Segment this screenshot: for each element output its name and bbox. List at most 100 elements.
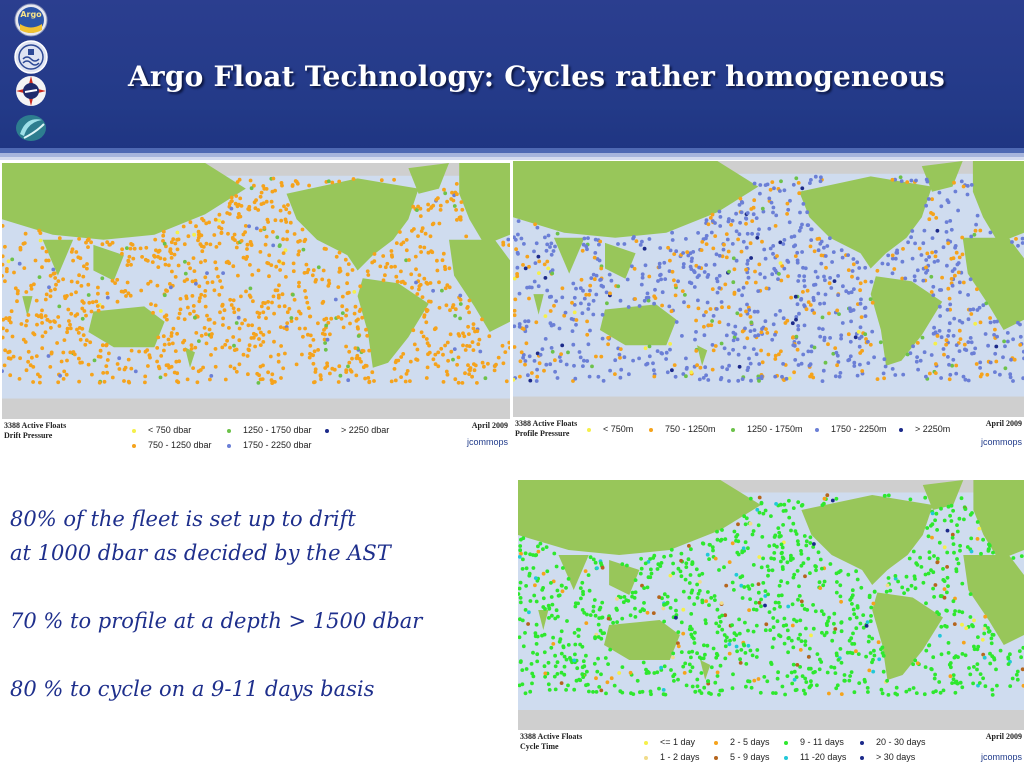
antarctica: [2, 398, 510, 419]
float-marker: [711, 314, 716, 318]
float-marker: [812, 311, 817, 315]
float-marker: [659, 277, 663, 282]
float-marker: [762, 247, 767, 252]
float-marker: [1011, 556, 1016, 560]
float-marker: [968, 307, 973, 312]
float-marker: [563, 310, 568, 315]
float-marker: [270, 189, 275, 194]
float-marker: [755, 507, 760, 512]
float-marker: [748, 361, 753, 366]
float-marker: [930, 250, 934, 255]
float-marker: [942, 545, 947, 550]
float-marker: [779, 179, 783, 184]
float-marker: [520, 682, 525, 687]
float-marker: [414, 280, 418, 285]
float-marker: [792, 617, 796, 622]
land-south-america: [357, 278, 429, 368]
float-marker: [292, 232, 297, 236]
float-marker: [669, 547, 674, 552]
float-marker: [903, 276, 908, 281]
float-marker: [273, 380, 277, 384]
float-marker: [723, 644, 728, 649]
float-marker: [690, 635, 695, 639]
float-marker: [839, 629, 844, 634]
float-marker: [1015, 669, 1020, 674]
float-marker: [277, 304, 282, 309]
float-marker: [938, 633, 942, 638]
float-marker: [192, 309, 196, 314]
float-marker: [839, 336, 843, 341]
float-marker: [823, 360, 828, 365]
float-marker: [972, 644, 976, 649]
float-marker: [600, 600, 605, 605]
float-marker: [738, 220, 742, 225]
float-marker: [938, 314, 942, 318]
float-marker: [1018, 343, 1023, 347]
float-marker: [911, 662, 915, 667]
float-marker: [848, 598, 853, 602]
float-marker: [652, 671, 657, 675]
float-marker: [517, 324, 522, 329]
float-marker: [232, 310, 237, 315]
float-marker: [424, 337, 429, 341]
float-marker: [802, 278, 806, 283]
float-marker: [816, 248, 821, 253]
float-marker: [942, 518, 947, 523]
float-marker: [803, 266, 808, 271]
float-marker: [946, 286, 951, 291]
float-marker: [61, 350, 66, 355]
float-marker: [905, 180, 910, 184]
float-marker: [795, 663, 800, 667]
float-marker: [120, 247, 124, 252]
float-marker: [660, 351, 664, 356]
float-marker: [203, 275, 208, 280]
float-marker: [941, 688, 946, 693]
float-marker: [18, 356, 22, 361]
float-marker: [277, 244, 282, 248]
float-marker: [886, 693, 891, 697]
float-marker: [848, 616, 852, 621]
float-marker: [753, 269, 757, 274]
float-marker: [668, 347, 672, 352]
float-marker: [852, 360, 857, 365]
float-marker: [615, 620, 619, 624]
float-marker: [682, 671, 687, 675]
float-marker: [832, 630, 837, 635]
float-marker: [318, 373, 323, 378]
float-marker: [408, 379, 412, 383]
float-marker: [204, 341, 209, 346]
float-marker: [785, 580, 790, 585]
float-marker: [101, 371, 106, 375]
float-marker: [918, 555, 922, 560]
float-marker: [821, 612, 826, 617]
float-marker: [699, 671, 704, 675]
float-marker: [415, 208, 419, 212]
float-marker: [808, 374, 812, 379]
float-marker: [76, 255, 81, 260]
float-marker: [946, 584, 950, 588]
float-marker: [828, 336, 832, 340]
float-marker: [588, 613, 593, 617]
land-se-asia: [609, 560, 640, 595]
float-marker: [104, 342, 109, 347]
float-marker: [622, 355, 627, 360]
legend-label: 11 -20 days: [800, 752, 847, 762]
float-marker: [649, 692, 653, 697]
float-marker: [864, 624, 869, 628]
float-marker: [717, 273, 722, 278]
float-marker: [760, 535, 765, 539]
float-marker: [322, 317, 327, 322]
float-marker: [628, 613, 633, 618]
float-marker: [426, 352, 430, 357]
float-marker: [863, 265, 868, 270]
float-marker: [751, 607, 756, 612]
float-marker: [572, 658, 577, 663]
float-marker: [740, 293, 744, 298]
float-marker: [803, 574, 807, 579]
float-marker: [791, 575, 796, 580]
float-marker: [782, 502, 787, 507]
float-marker: [153, 303, 158, 308]
float-marker: [715, 674, 720, 678]
float-marker: [931, 212, 935, 217]
float-marker: [264, 234, 269, 239]
